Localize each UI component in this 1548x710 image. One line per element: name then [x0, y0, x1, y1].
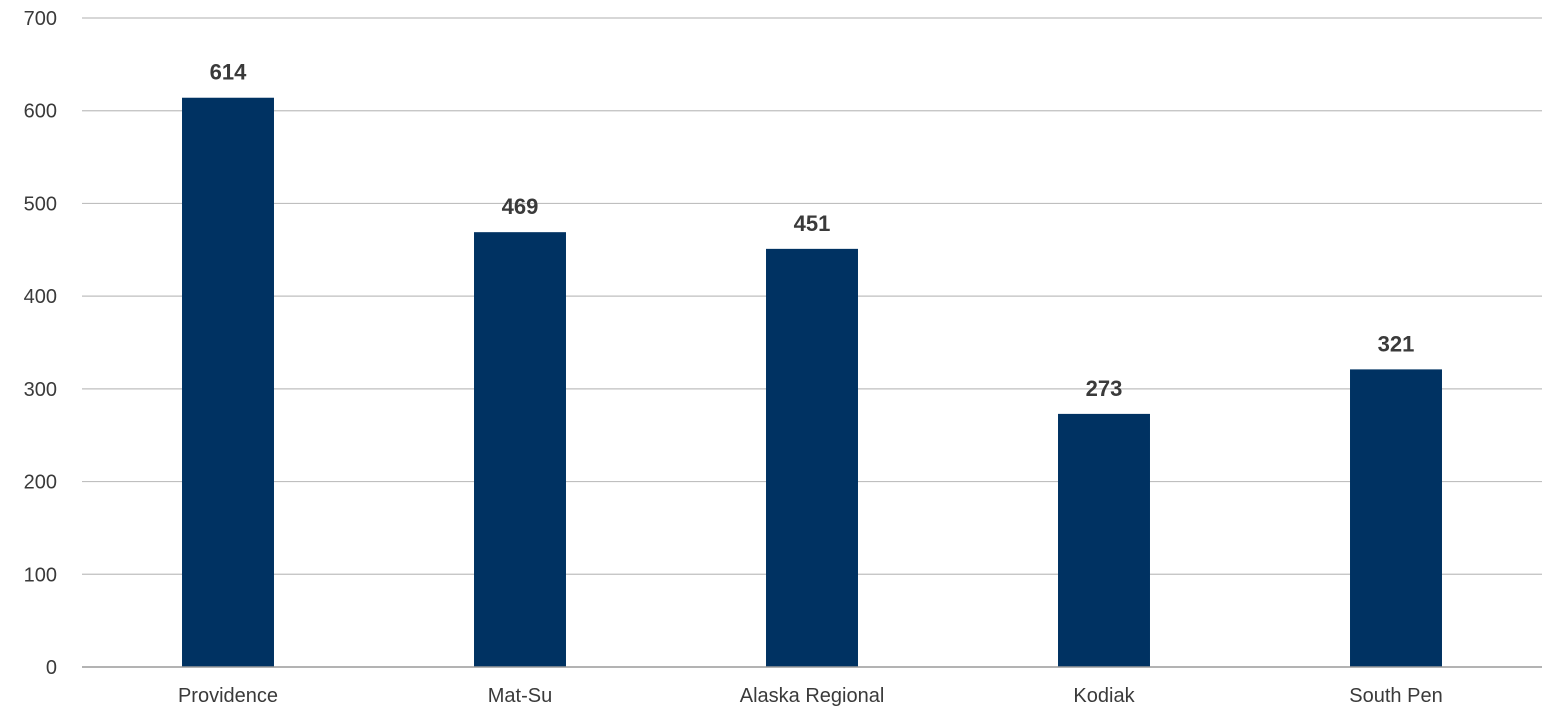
x-label-providence: Providence: [178, 685, 278, 707]
bar-south-pen: [1350, 369, 1442, 667]
bar-kodiak: [1058, 413, 1150, 667]
x-label-kodiak: Kodiak: [1073, 685, 1135, 707]
y-tick-label-300: 300: [24, 379, 57, 401]
x-label-alaska-regional: Alaska Regional: [740, 685, 885, 707]
x-axis-category-labels: Providence Mat-Su Alaska Regional Kodiak Sou…: [178, 685, 1443, 707]
y-tick-label-0: 0: [46, 657, 57, 679]
y-tick-label-400: 400: [24, 286, 57, 308]
y-tick-label-200: 200: [24, 472, 57, 494]
y-tick-label-600: 600: [24, 101, 57, 123]
data-label-mat-su: 469: [502, 194, 539, 219]
y-axis-tick-labels: 0 100 200 300 400 500 600 700: [24, 8, 57, 679]
data-label-providence: 614: [210, 60, 247, 85]
x-label-mat-su: Mat-Su: [488, 685, 552, 707]
y-tick-label-100: 100: [24, 564, 57, 586]
data-label-south-pen: 321: [1378, 331, 1415, 356]
bar-providence: [182, 97, 274, 668]
data-labels: 614 469 451 273 321: [210, 60, 1415, 401]
x-label-south-pen: South Pen: [1349, 685, 1442, 707]
bars: [182, 97, 1442, 668]
y-tick-label-500: 500: [24, 193, 57, 215]
data-label-alaska-regional: 451: [794, 211, 831, 236]
data-label-kodiak: 273: [1086, 376, 1123, 401]
bar-alaska-regional: [766, 248, 858, 667]
bar-mat-su: [474, 232, 566, 668]
y-tick-label-700: 700: [24, 8, 57, 30]
